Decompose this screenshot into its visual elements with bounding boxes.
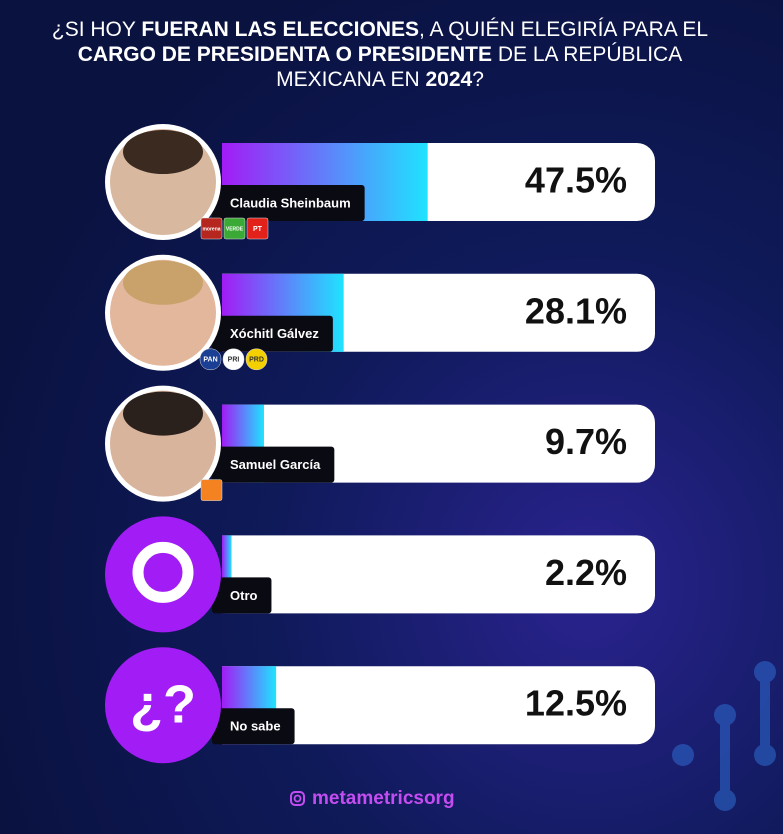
party-label: VERDE <box>226 226 244 232</box>
title-segment: DE LA REPÚBLICA <box>492 43 682 66</box>
title-segment: , A QUIÉN ELEGIRÍA PARA EL <box>419 18 708 41</box>
name-tag <box>212 446 335 483</box>
instagram-icon <box>290 791 305 806</box>
value-label: 12.5% <box>525 683 627 724</box>
title-segment: CARGO DE PRESIDENTA O PRESIDENTE <box>78 43 492 66</box>
title-segment: ? <box>472 68 484 91</box>
party-label: morena <box>202 226 220 232</box>
party-logo <box>222 348 245 371</box>
title-segment: ¿SI HOY <box>52 18 141 41</box>
party-label: PRD <box>249 357 264 364</box>
row: 12.5% No sabe ¿? <box>105 647 655 764</box>
category-label: Otro <box>230 588 258 603</box>
title-segment: 2024 <box>425 68 472 91</box>
footer-handle: metametricsorg <box>312 788 455 809</box>
bar-track <box>222 535 655 614</box>
avatar-hair <box>123 391 203 436</box>
avatar-hair <box>123 260 203 305</box>
category-label: Samuel García <box>230 457 321 472</box>
party-logo <box>200 479 223 501</box>
party-logo <box>246 217 269 240</box>
title-segment: FUERAN LAS ELECCIONES <box>141 18 419 41</box>
avatar <box>105 516 221 633</box>
avatar-ring <box>132 541 194 603</box>
value-label: 2.2% <box>545 552 627 593</box>
decor <box>672 661 776 811</box>
party-label: PT <box>253 226 263 233</box>
rows: 47.5% Claudia Sheinbaum morena VERDE PT 28.1%… <box>105 124 655 764</box>
row: 47.5% Claudia Sheinbaum morena VERDE PT <box>105 124 655 240</box>
category-label: Xóchitl Gálvez <box>230 326 319 341</box>
party-label: PAN <box>203 357 217 364</box>
chart-title: ¿SI HOY FUERAN LAS ELECCIONES, A QUIÉN E… <box>52 18 708 91</box>
avatar <box>105 647 221 764</box>
value-label: 28.1% <box>525 290 627 331</box>
party-logo <box>223 217 246 240</box>
row: 9.7% Samuel García <box>105 385 655 502</box>
bar <box>222 535 232 614</box>
name-tag <box>212 708 295 745</box>
party-label: PRI <box>228 357 240 364</box>
party-logo <box>199 348 222 371</box>
avatar-icon: ¿? <box>130 674 196 734</box>
avatar-hair <box>123 130 203 174</box>
name-tag <box>212 577 272 614</box>
name-tag <box>212 185 365 221</box>
name-tag <box>212 315 333 352</box>
title-segment: MEXICANA EN <box>276 68 425 91</box>
row: 2.2% Otro <box>105 516 655 633</box>
bar-track <box>222 666 655 745</box>
instagram-lens <box>293 794 302 803</box>
party-logo <box>245 348 268 371</box>
category-label: No sabe <box>230 719 281 734</box>
title-line: ¿SI HOY FUERAN LAS ELECCIONES, A QUIÉN E… <box>52 18 708 41</box>
title-line: CARGO DE PRESIDENTA O PRESIDENTE DE LA R… <box>78 43 682 66</box>
party-logo <box>200 217 223 240</box>
value-label: 9.7% <box>545 421 627 462</box>
row: 28.1% Xóchitl Gálvez PAN PRI PRD <box>105 254 655 371</box>
category-label: Claudia Sheinbaum <box>230 195 351 210</box>
footer: metametricsorg <box>290 788 455 809</box>
title-line: MEXICANA EN 2024? <box>276 68 484 91</box>
value-label: 47.5% <box>525 160 627 201</box>
